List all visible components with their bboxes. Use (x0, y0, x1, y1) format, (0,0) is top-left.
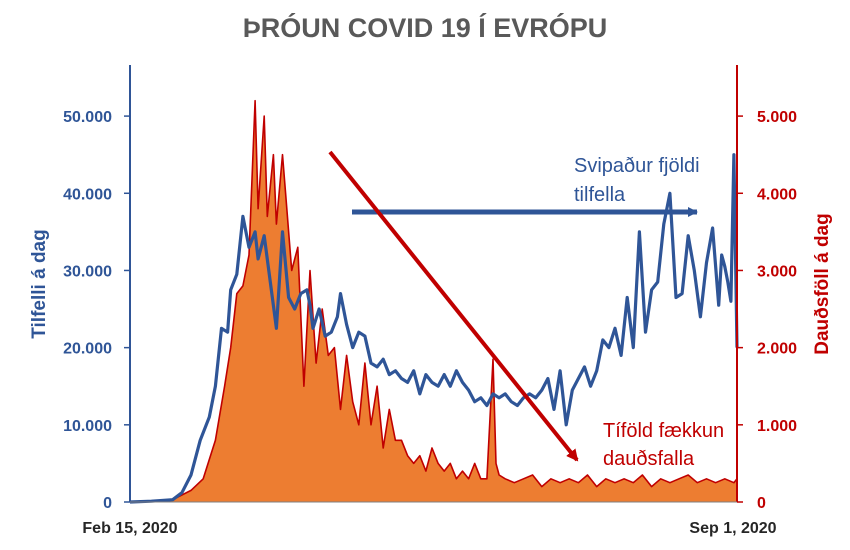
y-tick-label-right: 0 (757, 495, 766, 512)
deaths-area (130, 100, 737, 502)
cases-annotation-line2: tilfella (574, 184, 626, 206)
deaths-arrow (328, 150, 579, 462)
y-axis-title-right: Dauðsföll á dag (812, 213, 833, 354)
y-tick-label-left: 40.000 (63, 186, 112, 203)
y-tick-label-left: 20.000 (63, 341, 112, 358)
y-tick-label-right: 5.000 (757, 109, 797, 126)
deaths-annotation-line2: dauðsfalla (603, 448, 695, 470)
x-tick-end: Sep 1, 2020 (689, 520, 776, 537)
y-tick-label-right: 2.000 (757, 341, 797, 358)
x-tick-start: Feb 15, 2020 (82, 520, 177, 537)
deaths-annotation-line1: Tíföld fækkun (603, 420, 724, 442)
chart-title: ÞRÓUN COVID 19 Í EVRÓPU (243, 12, 608, 43)
y-tick-label-left: 30.000 (63, 263, 112, 280)
y-tick-label-right: 1.000 (757, 418, 797, 435)
y-ticks-right: 0 1.000 2.000 3.000 4.000 5.000 (737, 109, 797, 512)
deaths-line (129, 99, 738, 503)
y-tick-label-left: 50.000 (63, 109, 112, 126)
y-tick-label-right: 3.000 (757, 263, 797, 280)
deaths-series (129, 99, 738, 503)
cases-series (129, 153, 739, 504)
y-tick-label-left: 10.000 (63, 418, 112, 435)
cases-annotation-line1: Svipaður fjöldi (574, 155, 700, 177)
y-tick-label-right: 4.000 (757, 186, 797, 203)
y-ticks-left: 0 10.000 20.000 30.000 40.000 50.000 (63, 109, 130, 512)
y-tick-label-left: 0 (103, 495, 112, 512)
cases-line (129, 153, 739, 504)
y-axis-title-left: Tilfelli á dag (29, 229, 50, 338)
